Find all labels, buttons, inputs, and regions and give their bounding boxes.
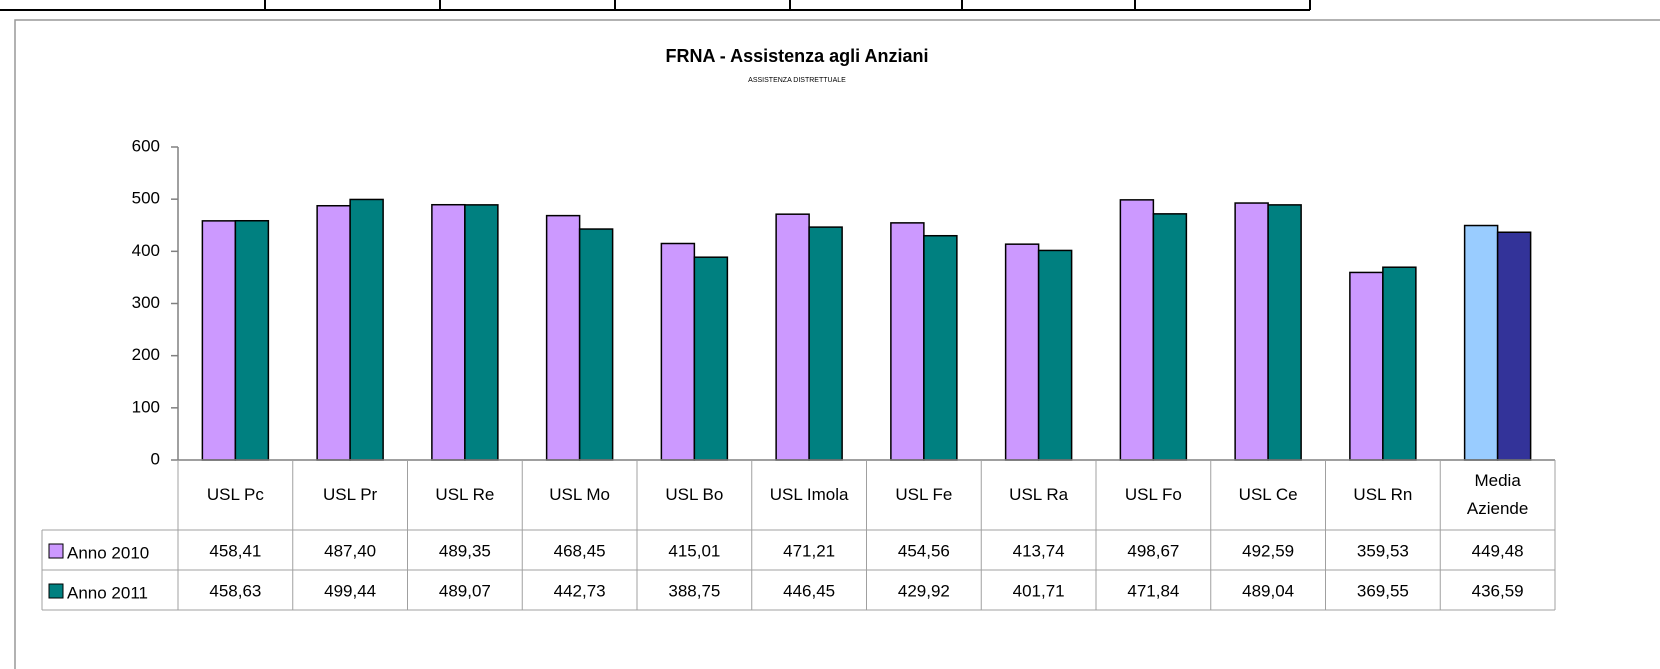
category-cell: USL Fo bbox=[1124, 485, 1182, 504]
bar bbox=[775, 213, 810, 461]
bar bbox=[316, 204, 351, 461]
legend-key bbox=[48, 543, 64, 559]
value-label: 449,48 bbox=[1472, 541, 1524, 560]
value-label: 369,55 bbox=[1357, 581, 1409, 600]
value-label: 489,35 bbox=[439, 541, 491, 560]
bar bbox=[1119, 199, 1155, 461]
category-cell: USL Ce bbox=[1238, 485, 1298, 504]
x-tick-label: Media Aziende bbox=[1466, 471, 1529, 518]
chart-subtitle: ASSISTENZA DISTRETTUALE bbox=[748, 77, 846, 84]
y-tick-label: 0 bbox=[151, 449, 160, 468]
legend-label: Anno 2011 bbox=[67, 583, 148, 602]
value-label: 401,71 bbox=[1013, 581, 1065, 600]
bar bbox=[1382, 266, 1417, 461]
y-tick-label: 300 bbox=[132, 293, 160, 312]
category-cell: USL Rn bbox=[1353, 485, 1413, 504]
x-tick-label: USL Fo bbox=[1124, 485, 1182, 504]
value-label: 471,21 bbox=[783, 541, 835, 560]
bar bbox=[923, 234, 958, 461]
y-tick-label: 600 bbox=[132, 136, 160, 155]
value-label: 436,59 bbox=[1472, 581, 1524, 600]
bar bbox=[693, 256, 729, 461]
x-tick-label: USL Pr bbox=[323, 485, 378, 504]
y-tick-label: 400 bbox=[132, 241, 160, 260]
category-cell: USL Pc bbox=[206, 485, 264, 504]
value-label: 388,75 bbox=[668, 581, 720, 600]
legend-key bbox=[48, 583, 64, 599]
x-tick-label: USL Re bbox=[435, 485, 495, 504]
category-cell: USL Ra bbox=[1009, 485, 1069, 504]
bar bbox=[1496, 231, 1532, 461]
x-tick-label: USL Rn bbox=[1353, 485, 1413, 504]
y-tick-label: 500 bbox=[132, 189, 160, 208]
value-label: 499,44 bbox=[324, 581, 376, 600]
bar bbox=[1234, 202, 1269, 461]
x-tick-label: USL Mo bbox=[549, 485, 611, 504]
value-label: 429,92 bbox=[898, 581, 950, 600]
value-label: 458,41 bbox=[209, 541, 261, 560]
category-cell: USL Imola bbox=[769, 485, 849, 504]
bar bbox=[349, 198, 384, 461]
value-label: 359,53 bbox=[1357, 541, 1409, 560]
category-cell: Media Aziende bbox=[1466, 471, 1529, 518]
value-label: 498,67 bbox=[1127, 541, 1179, 560]
bar bbox=[464, 204, 499, 461]
x-tick-label: USL Pc bbox=[206, 485, 264, 504]
bar bbox=[808, 226, 843, 461]
value-label: 487,40 bbox=[324, 541, 376, 560]
value-label: 413,74 bbox=[1013, 541, 1065, 560]
value-label: 415,01 bbox=[668, 541, 720, 560]
y-tick-label: 100 bbox=[132, 397, 160, 416]
bar bbox=[1004, 243, 1040, 461]
x-tick-label: USL Ra bbox=[1009, 485, 1069, 504]
x-tick-label: USL Bo bbox=[665, 485, 724, 504]
value-label: 458,63 bbox=[209, 581, 261, 600]
bar bbox=[578, 228, 614, 461]
category-cell: USL Pr bbox=[323, 485, 378, 504]
x-tick-label: USL Imola bbox=[769, 485, 849, 504]
value-label: 471,84 bbox=[1127, 581, 1179, 600]
value-label: 468,45 bbox=[554, 541, 606, 560]
bar bbox=[890, 222, 925, 461]
value-label: 489,04 bbox=[1242, 581, 1294, 600]
bar bbox=[1152, 213, 1188, 461]
category-cell: USL Fe bbox=[895, 485, 953, 504]
value-label: 492,59 bbox=[1242, 541, 1294, 560]
bar bbox=[1463, 224, 1499, 461]
value-label: 489,07 bbox=[439, 581, 491, 600]
bar bbox=[201, 220, 237, 461]
x-tick-label: USL Ce bbox=[1238, 485, 1298, 504]
bar bbox=[1037, 249, 1073, 461]
x-tick-label: USL Fe bbox=[895, 485, 953, 504]
bar bbox=[660, 242, 696, 461]
bar bbox=[431, 203, 466, 461]
bar bbox=[1349, 271, 1384, 461]
value-label: 454,56 bbox=[898, 541, 950, 560]
bar bbox=[545, 214, 581, 461]
category-cell: USL Bo bbox=[665, 485, 724, 504]
category-cell: USL Mo bbox=[549, 485, 611, 504]
bar bbox=[234, 219, 270, 461]
value-label: 446,45 bbox=[783, 581, 835, 600]
legend-label: Anno 2010 bbox=[67, 543, 149, 562]
category-cell: USL Re bbox=[435, 485, 495, 504]
top-table-fragment bbox=[0, 0, 1311, 11]
y-tick-label: 200 bbox=[132, 345, 160, 364]
bar bbox=[1267, 204, 1302, 461]
chart-title: FRNA - Assistenza agli Anziani bbox=[665, 46, 928, 66]
value-label: 442,73 bbox=[554, 581, 606, 600]
